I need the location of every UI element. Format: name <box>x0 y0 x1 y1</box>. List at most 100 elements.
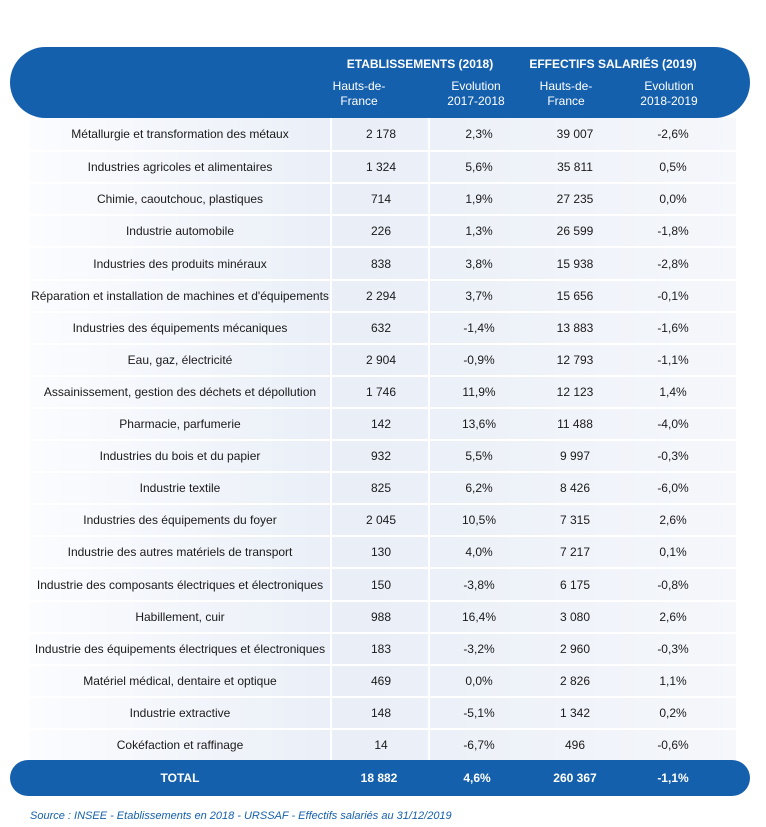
row-value-col1: 150 <box>330 569 430 600</box>
row-value-col4: 0,1% <box>659 545 687 560</box>
row-label: Industrie des autres matériels de transp… <box>67 545 293 560</box>
table-row: Cokéfaction et raffinage 14 -6,7% 496 -0,6% <box>30 727 736 761</box>
row-value-col1: 988 <box>330 601 430 632</box>
row-value-col2: -0,9% <box>428 344 528 376</box>
row-value-col1: 130 <box>330 537 430 568</box>
row-value-col1: 932 <box>330 441 430 472</box>
row-value-col1: 2 294 <box>330 280 430 311</box>
row-value-col3: 27 235 <box>556 192 594 207</box>
row-value-col4: -1,8% <box>657 224 689 239</box>
row-value-col2: 1,3% <box>428 216 528 247</box>
row-value-col3: 1 342 <box>559 705 591 720</box>
row-label: Industries des produits minéraux <box>93 256 267 271</box>
row-label: Industrie des composants électriques et … <box>36 577 324 592</box>
row-label: Eau, gaz, électricité <box>127 352 233 367</box>
row-value-col4: -6,0% <box>657 481 689 496</box>
row-value-col4: 1,1% <box>659 673 687 688</box>
table-row: Industrie extractive 148 -5,1% 1 342 0,2% <box>30 695 736 729</box>
table-row: Industries des équipements mécaniques 632… <box>30 310 736 343</box>
row-value-col2: 5,6% <box>428 152 528 183</box>
row-value-col2: -3,8% <box>428 569 528 600</box>
row-value-col3: 3 080 <box>559 609 591 624</box>
row-value-col1: 1 324 <box>330 152 430 183</box>
row-label: Industries des équipements mécaniques <box>72 320 288 335</box>
header-col3: Hauts-de-France <box>539 79 593 108</box>
row-value-col1: 2 904 <box>330 344 430 376</box>
table-row: Industries du bois et du papier 932 5,5% 9 … <box>30 439 736 472</box>
row-value-col4: 1,4% <box>659 384 687 399</box>
row-label: Matériel médical, dentaire et optique <box>83 673 277 688</box>
row-value-col3: 2 960 <box>559 641 591 656</box>
row-value-col1: 142 <box>330 408 430 440</box>
source-note: Source : INSEE - Etablissements en 2018 … <box>30 810 452 822</box>
row-label: Assainissement, gestion des déchets et d… <box>43 384 317 399</box>
row-value-col3: 26 599 <box>556 224 594 239</box>
table-header: ETABLISSEMENTS (2018) EFFECTIFS SALARIÉS… <box>10 47 750 118</box>
row-label: Industrie extractive <box>129 705 231 720</box>
row-label: Industries des équipements du foyer <box>83 513 277 528</box>
row-value-col4: -2,8% <box>657 256 689 271</box>
row-value-col3: 6 175 <box>559 577 591 592</box>
row-value-col4: 0,2% <box>659 705 687 720</box>
table-row: Industries des équipements du foyer 2 045… <box>30 503 736 536</box>
row-value-col4: -1,1% <box>657 352 689 367</box>
row-value-col2: 1,9% <box>428 184 528 215</box>
row-value-col3: 496 <box>564 738 586 753</box>
row-value-col2: 2,3% <box>428 118 528 151</box>
row-value-col3: 7 315 <box>559 513 591 528</box>
row-value-col2: 4,0% <box>428 537 528 568</box>
row-value-col4: -0,3% <box>657 449 689 464</box>
row-label: Métallurgie et transformation des métaux <box>71 127 289 142</box>
row-label: Industries agricoles et alimentaires <box>87 160 273 175</box>
row-value-col3: 8 426 <box>559 481 591 496</box>
row-value-col2: 5,5% <box>428 441 528 472</box>
row-value-col4: 2,6% <box>659 513 687 528</box>
total-col2: 4,6% <box>463 771 491 785</box>
row-label: Industries du bois et du papier <box>99 449 261 464</box>
row-value-col3: 39 007 <box>556 127 594 142</box>
table-row: Matériel médical, dentaire et optique 469… <box>30 663 736 697</box>
table-row: Chimie, caoutchouc, plastiques 714 1,9% 27 … <box>30 182 736 215</box>
table-row: Pharmacie, parfumerie 142 13,6% 11 488 -4,0% <box>30 406 736 440</box>
row-value-col4: -4,0% <box>657 417 689 432</box>
row-value-col2: 0,0% <box>428 665 528 697</box>
row-value-col1: 1 746 <box>330 376 430 408</box>
row-label: Cokéfaction et raffinage <box>116 738 244 753</box>
total-col3: 260 367 <box>553 771 597 785</box>
row-value-col2: 16,4% <box>428 601 528 632</box>
header-col1: Hauts-de-France <box>332 79 386 108</box>
row-value-col4: -0,6% <box>657 738 689 753</box>
row-label: Réparation et installation de machines e… <box>31 288 329 303</box>
row-value-col3: 35 811 <box>557 160 593 175</box>
table-row: Industries des produits minéraux 838 3,8% 1… <box>30 246 736 279</box>
row-value-col4: 2,6% <box>659 609 687 624</box>
row-label: Industrie automobile <box>125 224 235 239</box>
row-value-col1: 469 <box>330 665 430 697</box>
header-col2: Evolution 2017-2018 <box>447 79 505 108</box>
table-row: Industrie des équipements électriques et… <box>30 631 736 664</box>
row-value-col2: -3,2% <box>428 633 528 664</box>
table-row: Réparation et installation de machines e… <box>30 278 736 311</box>
total-col1: 18 882 <box>360 771 398 785</box>
table-row: Métallurgie et transformation des métaux… <box>30 118 736 151</box>
row-value-col2: -5,1% <box>428 697 528 729</box>
row-value-col3: 12 123 <box>556 384 594 399</box>
row-value-col4: -1,6% <box>657 320 689 335</box>
row-value-col1: 183 <box>330 633 430 664</box>
row-value-col4: -0,8% <box>657 577 689 592</box>
row-label: Chimie, caoutchouc, plastiques <box>96 192 264 207</box>
table-row: Industries agricoles et alimentaires 1 32… <box>30 150 736 183</box>
row-value-col3: 11 488 <box>557 417 593 432</box>
row-value-col1: 14 <box>330 729 430 761</box>
row-value-col4: -2,6% <box>657 127 689 142</box>
row-value-col3: 2 826 <box>559 673 591 688</box>
table-row: Industrie des composants électriques et … <box>30 567 736 600</box>
row-value-col1: 825 <box>330 473 430 504</box>
total-col4: -1,1% <box>657 771 689 785</box>
table-row: Industrie textile 825 6,2% 8 426 -6,0% <box>30 471 736 504</box>
row-value-col4: -0,3% <box>657 641 689 656</box>
row-value-col1: 2 045 <box>330 505 430 536</box>
row-value-col2: 6,2% <box>428 473 528 504</box>
total-row: TOTAL 18 882 4,6% 260 367 -1,1% <box>10 760 750 796</box>
row-value-col2: -1,4% <box>428 312 528 343</box>
